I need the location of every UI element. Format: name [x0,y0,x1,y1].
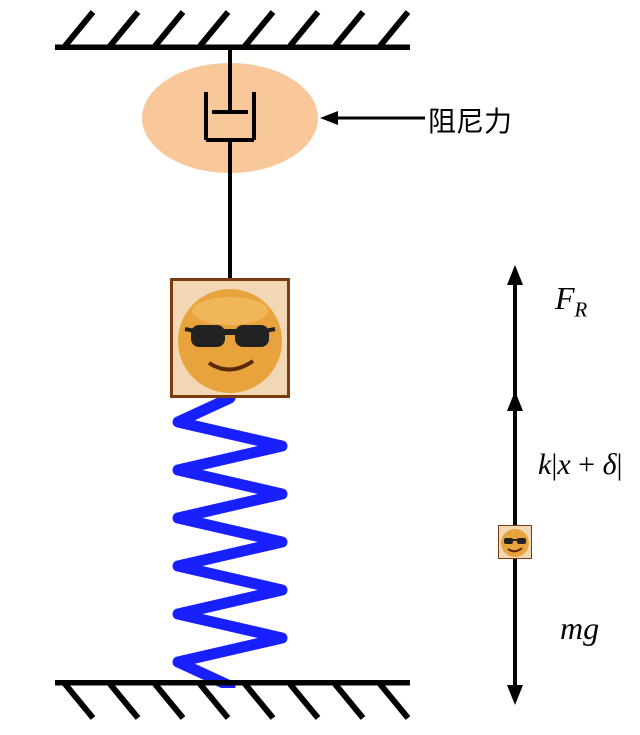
diagram-stage: 阻尼力 [0,0,640,735]
damper-annotation-arrow [320,103,430,133]
damping-force-label: 阻尼力 [428,100,512,140]
FR-F: F [555,280,575,316]
kxd-bar2: | [617,448,623,481]
damper-assembly [180,48,280,278]
force-axis [495,265,535,705]
weight-mg-label: mg [560,610,599,647]
spring-force-label: k|x + δ| [538,448,623,482]
FR-sub: R [575,298,588,321]
kxd-k: k [538,448,551,481]
mg-g: g [583,610,599,646]
force-FR-label: FR [555,280,587,322]
kxd-plus: + [571,448,603,481]
kxd-x: x [557,448,570,481]
kxd-delta: δ [603,448,617,481]
spring [160,398,300,688]
mass-block [170,278,290,398]
force-axis-mass-icon [498,525,532,559]
damping-text: 阻尼力 [428,106,512,137]
top-fixed-support [55,10,410,50]
bottom-fixed-support [55,680,410,720]
mg-m: m [560,610,583,646]
